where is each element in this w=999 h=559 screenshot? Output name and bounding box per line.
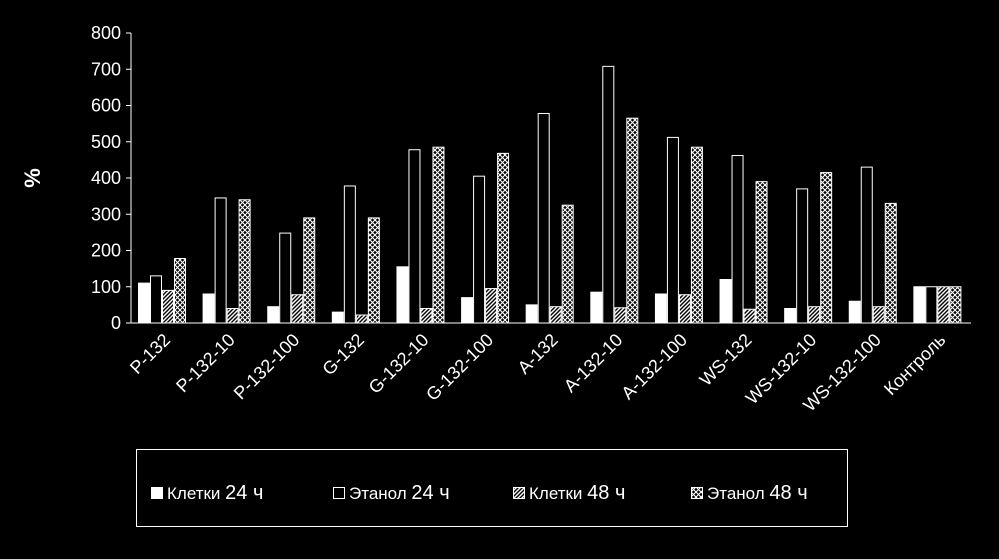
- bar-solid: [139, 283, 150, 323]
- bar-empty: [732, 156, 743, 323]
- bar-crosshatch: [691, 147, 702, 323]
- bar-empty: [926, 287, 937, 323]
- y-tick-label: 200: [91, 241, 121, 261]
- bar-crosshatch: [885, 203, 896, 323]
- bar-hatch: [550, 307, 561, 323]
- bar-hatch: [227, 309, 238, 324]
- bar-solid: [785, 309, 796, 324]
- bar-solid: [591, 292, 602, 323]
- x-category-label: G-132-10: [365, 330, 433, 398]
- y-tick-label: 400: [91, 168, 121, 188]
- bar-solid: [526, 305, 537, 323]
- bar-hatch: [163, 290, 174, 323]
- bar-empty: [215, 198, 226, 323]
- bar-hatch: [809, 307, 820, 323]
- chart-legend: Клетки 24 ч Этанол 24 ч Клетки 48 ч Этан…: [136, 449, 848, 527]
- legend-swatch-empty: [333, 487, 345, 499]
- bar-empty: [667, 137, 678, 323]
- bar-crosshatch: [950, 287, 961, 323]
- legend-swatch-solid: [151, 487, 163, 499]
- legend-item-cells-48h: Клетки 48 ч: [513, 483, 625, 503]
- legend-label: Клетки 48 ч: [529, 482, 625, 505]
- y-tick-label: 700: [91, 59, 121, 79]
- bar-crosshatch: [433, 147, 444, 323]
- y-tick-label: 0: [111, 313, 121, 333]
- bar-solid: [849, 301, 860, 323]
- legend-label: Этанол 48 ч: [707, 482, 808, 505]
- bar-solid: [332, 312, 343, 323]
- bar-solid: [914, 287, 925, 323]
- bar-solid: [203, 294, 214, 323]
- bar-hatch: [615, 308, 626, 323]
- bar-empty: [409, 150, 420, 323]
- bar-crosshatch: [562, 205, 573, 323]
- y-axis-label: %: [20, 168, 45, 188]
- bar-empty: [538, 113, 549, 323]
- x-category-label: Контроль: [880, 330, 949, 399]
- bar-crosshatch: [627, 118, 638, 323]
- bar-crosshatch: [239, 200, 250, 323]
- bar-empty: [474, 176, 485, 323]
- bar-hatch: [744, 309, 755, 323]
- x-category-label: A-132-10: [560, 330, 627, 397]
- x-category-label: A-132-100: [617, 330, 691, 404]
- chart-bars: [139, 66, 961, 323]
- bar-solid: [397, 267, 408, 323]
- bar-crosshatch: [304, 218, 315, 323]
- legend-item-cells-24h: Клетки 24 ч: [151, 483, 263, 503]
- legend-label: Клетки 24 ч: [167, 482, 263, 505]
- legend-label: Этанол 24 ч: [349, 482, 450, 505]
- bar-crosshatch: [756, 182, 767, 323]
- bar-hatch: [292, 295, 303, 323]
- legend-item-ethanol-48h: Этанол 48 ч: [691, 483, 808, 503]
- bar-empty: [151, 276, 162, 323]
- bar-hatch: [486, 289, 497, 323]
- bar-empty: [603, 66, 614, 323]
- x-category-label: P-132-10: [172, 330, 239, 397]
- y-tick-label: 600: [91, 96, 121, 116]
- bar-hatch: [356, 315, 367, 323]
- bar-empty: [344, 186, 355, 323]
- y-tick-label: 100: [91, 277, 121, 297]
- bar-empty: [280, 233, 291, 323]
- legend-swatch-hatch: [513, 487, 525, 499]
- bar-empty: [797, 189, 808, 323]
- x-category-label: G-132-100: [422, 330, 497, 405]
- y-tick-label: 500: [91, 132, 121, 152]
- bar-hatch: [938, 287, 949, 323]
- bar-solid: [655, 294, 666, 323]
- x-category-label: WS-132: [696, 330, 756, 390]
- bar-crosshatch: [498, 153, 509, 323]
- bar-empty: [861, 167, 872, 323]
- bar-solid: [462, 298, 473, 323]
- x-category-label: P-132: [126, 330, 174, 378]
- y-tick-label: 300: [91, 204, 121, 224]
- bar-hatch: [873, 307, 884, 323]
- bar-crosshatch: [821, 173, 832, 323]
- bar-solid: [720, 280, 731, 324]
- bar-hatch: [421, 309, 432, 324]
- bar-hatch: [679, 295, 690, 323]
- x-category-label: G-132: [318, 330, 368, 380]
- legend-item-ethanol-24h: Этанол 24 ч: [333, 483, 450, 503]
- bar-crosshatch: [175, 258, 186, 323]
- bar-solid: [268, 307, 279, 323]
- y-tick-label: 800: [91, 23, 121, 43]
- legend-swatch-crosshatch: [691, 487, 703, 499]
- x-category-label: A-132: [514, 330, 562, 378]
- bar-crosshatch: [368, 218, 379, 323]
- x-category-label: P-132-100: [230, 330, 304, 404]
